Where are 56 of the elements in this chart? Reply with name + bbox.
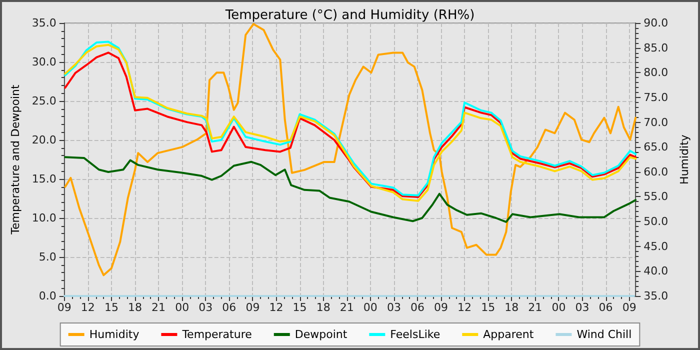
- x-tick-label: 21: [152, 301, 166, 314]
- y2-tick-label: 85.0: [644, 41, 668, 54]
- y-tick-label: 0.0: [38, 290, 56, 302]
- y-tick-label: 5.0: [38, 250, 56, 264]
- x-tick-label: 18: [128, 301, 142, 314]
- x-tick-label: 00: [552, 301, 566, 314]
- x-tick-label: 09: [622, 301, 636, 314]
- y2-tick-label: 70.0: [644, 116, 668, 129]
- y2-tick-label: 50.0: [644, 215, 668, 228]
- x-tick-label: 06: [410, 301, 424, 314]
- y2-tick-label: 80.0: [644, 66, 668, 80]
- x-tick-label: 15: [292, 301, 307, 314]
- x-tick-label: 12: [269, 301, 284, 314]
- x-tick-label: 00: [175, 301, 190, 314]
- y-tick-label: 30.0: [32, 56, 56, 68]
- y-tick-label: 35.0: [32, 16, 56, 30]
- y-tick-label: 20.0: [32, 134, 56, 146]
- y2-tick-label: 40.0: [644, 264, 668, 278]
- legend-label: Apparent: [483, 328, 534, 341]
- x-tick-label: 09: [57, 301, 72, 314]
- x-tick-label: 18: [504, 301, 519, 314]
- x-tick-label: 18: [316, 301, 330, 314]
- y-tick-label: 15.0: [32, 172, 56, 186]
- y-tick-label: 10.0: [32, 212, 56, 224]
- y2-axis-title: Humidity: [678, 134, 691, 184]
- x-tick-label: 03: [386, 301, 401, 314]
- x-tick-label: 06: [222, 301, 236, 314]
- x-tick-label: 21: [340, 301, 354, 314]
- legend-label: Humidity: [89, 328, 140, 341]
- x-tick-label: 09: [434, 301, 448, 314]
- x-tick-label: 09: [246, 301, 260, 314]
- line-series: [64, 156, 637, 223]
- x-tick-label: 00: [363, 301, 378, 314]
- y2-tick-label: 65.0: [644, 140, 668, 154]
- x-tick-label: 15: [104, 301, 118, 314]
- y2-tick-label: 45.0: [644, 240, 668, 253]
- line-series: [64, 22, 637, 276]
- y-axis-title: Temperature and Dewpoint: [9, 84, 22, 236]
- legend-label: Dewpoint: [294, 328, 348, 341]
- y-tick-label: 25.0: [32, 94, 56, 108]
- legend-label: Wind Chill: [576, 328, 632, 341]
- legend-label: Temperature: [181, 328, 252, 341]
- y2-tick-label: 55.0: [644, 190, 668, 204]
- y2-tick-label: 35.0: [644, 290, 668, 302]
- x-tick-label: 03: [575, 301, 590, 314]
- y2-tick-label: 60.0: [644, 165, 668, 178]
- x-tick-label: 12: [458, 301, 472, 314]
- x-tick-label: 06: [598, 301, 613, 314]
- x-tick-label: 15: [481, 301, 496, 314]
- legend-label: FeelsLike: [390, 328, 440, 341]
- x-tick-label: 21: [528, 301, 542, 314]
- chart-title: Temperature (°C) and Humidity (RH%): [224, 8, 475, 23]
- x-tick-label: 12: [80, 301, 95, 314]
- y2-tick-label: 90.0: [644, 16, 668, 30]
- x-tick-label: 03: [198, 301, 213, 314]
- y2-tick-label: 75.0: [644, 90, 668, 104]
